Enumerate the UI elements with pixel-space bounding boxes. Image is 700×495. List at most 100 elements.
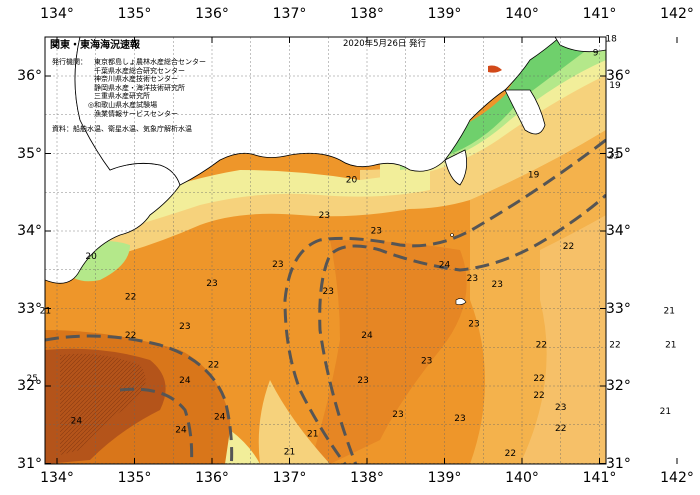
longitude-label: 141°: [582, 470, 617, 486]
latitude-label: 35°: [17, 145, 42, 162]
longitude-label: 141°: [582, 6, 617, 22]
isotherm-label: 21: [664, 306, 675, 316]
current-axis-offshore: [318, 193, 606, 464]
latitude-label: 34°: [606, 223, 631, 239]
isotherm-label: 20: [85, 252, 97, 262]
isotherm-label: 23: [608, 151, 619, 161]
publisher-item: 三重県水産研究所: [94, 92, 150, 101]
data-source: 資料：船舶水温、衛星水温、気象庁解析水温: [52, 125, 192, 133]
longitude-label: 140°: [505, 470, 539, 486]
isotherm-label: 24: [71, 416, 83, 426]
isotherm-label: 23: [323, 287, 334, 297]
isotherm-label: 24: [361, 331, 373, 341]
isotherm-label: 23: [371, 227, 382, 237]
publisher-item: 静岡県水産・海洋技術研究所: [94, 83, 185, 92]
isotherm-label: 24: [214, 413, 226, 423]
longitude-label: 134°: [40, 470, 74, 486]
latitude-label: 31°: [606, 455, 631, 472]
publisher-item: ◎和歌山県水産試験場: [88, 100, 158, 109]
isotherm-label: 23: [206, 279, 217, 289]
latitude-label: 33°: [606, 300, 631, 317]
publisher-item: 東京都島しょ農林水産総合センター: [94, 58, 206, 66]
temperature-field: [45, 37, 606, 464]
isotherm-label: 25: [26, 374, 37, 384]
isotherm-label: 22: [125, 331, 136, 341]
isotherm-label: 22: [125, 292, 136, 302]
current-axis-west-inner: [119, 387, 194, 464]
sea-zone-far-east: [520, 215, 606, 464]
longitude-label: 137°: [272, 470, 307, 486]
latitude-label: 36°: [606, 68, 631, 84]
isotherm-label: 23: [357, 376, 368, 386]
isotherm-label: 22: [533, 391, 544, 401]
sea-zone-south-pale: [258, 380, 330, 464]
hot-spot-ne: [488, 65, 502, 73]
latitude-label: 36°: [17, 68, 42, 84]
latitude-label: 34°: [17, 223, 42, 239]
longitude-label: 140°: [505, 6, 539, 22]
latitude-label: 32°: [606, 378, 631, 394]
isotherm-label: 23: [491, 280, 502, 290]
latitude-label: 31°: [17, 455, 42, 472]
longitude-label: 142°: [660, 470, 694, 486]
land-west: [45, 60, 50, 160]
longitude-label: 137°: [272, 6, 307, 22]
sea-zone-core: [310, 240, 467, 464]
isotherm-label: 23: [468, 320, 479, 330]
longitude-label: 136°: [195, 470, 229, 486]
isotherm-label: 21: [284, 447, 295, 457]
longitude-label: 136°: [195, 6, 229, 22]
isotherm-label: 19: [528, 171, 540, 181]
isotherm-label: 22: [536, 340, 547, 350]
publisher-item: 漁業情報サービスセンター: [94, 109, 178, 118]
publisher-label: 発行機関：: [52, 58, 87, 66]
latitude-label: 32°: [17, 378, 42, 394]
isotherm-label: 21: [665, 340, 676, 350]
sea-zone-sw-hatch: [60, 353, 146, 455]
latitude-label: 33°: [17, 300, 42, 317]
current-axis-main: [283, 138, 606, 464]
isotherm-label: 22: [555, 424, 566, 434]
current-axis-west: [45, 334, 234, 464]
longitude-label: 135°: [117, 470, 152, 486]
sea-zone-north-yellow: [100, 170, 430, 235]
sea-zone-north-pale: [45, 185, 430, 270]
isotherm-label: 9: [593, 48, 599, 58]
issue-date: 2020年5月26日 発行: [343, 39, 427, 49]
isotherm-label: 23: [319, 211, 330, 221]
latitude-label: 35°: [606, 145, 631, 162]
map-title: 関東・東海海況速報: [50, 40, 140, 51]
sea-zone-south-yellow: [225, 430, 260, 464]
isotherm-label: 22: [533, 374, 544, 384]
isotherm-label: 22: [505, 449, 516, 459]
isotherm-label: 22: [609, 340, 620, 350]
longitude-label: 139°: [427, 6, 462, 22]
longitude-label: 138°: [350, 6, 384, 22]
isotherm-label: 24: [175, 426, 187, 436]
isotherm-label: 23: [555, 403, 566, 413]
isotherm-label: 20: [346, 175, 358, 185]
island-izu: [450, 233, 454, 237]
isotherm-label: 22: [563, 242, 574, 252]
publisher-list: 東京都島しょ農林水産総合センター 千葉県水産総合研究センター 神奈川県水産技術セ…: [88, 58, 206, 118]
isotherm-label: 23: [392, 410, 403, 420]
land-honshu: [45, 37, 561, 186]
isotherm-label: 24: [439, 261, 451, 271]
isotherm-label: 23: [421, 357, 432, 367]
longitude-label: 142°: [660, 6, 694, 22]
isotherm-label: 24: [179, 376, 191, 386]
island-hachijo: [455, 298, 467, 305]
longitude-label: 135°: [117, 6, 152, 22]
isotherm-label: 23: [179, 322, 190, 332]
isotherm-label: 18: [605, 34, 617, 44]
isotherm-label: 21: [660, 407, 671, 417]
isotherm-label: 19: [609, 81, 621, 91]
longitude-label: 134°: [40, 6, 74, 22]
isotherm-label: 21: [307, 430, 318, 440]
land-boso-peninsula: [504, 89, 546, 135]
isotherm-label-layer: 18 9 19 23 19 20 23 23 22 20 23 24 23 23 23 23 22 21 21 23 2…: [26, 34, 676, 459]
map-frame: [44, 36, 607, 465]
land-izu-peninsula: [444, 149, 468, 186]
longitude-label: 139°: [427, 470, 462, 486]
